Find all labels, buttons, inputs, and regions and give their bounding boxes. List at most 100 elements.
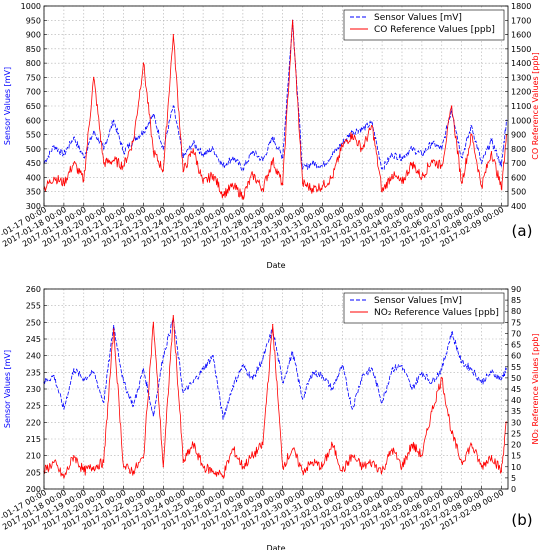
y-right-tick-label: 1300 <box>511 73 531 82</box>
data-point <box>172 105 174 107</box>
y-right-tick-label: 500 <box>511 188 526 197</box>
y-left-tick-label: 700 <box>26 88 41 97</box>
y-right-tick-label: 90 <box>511 285 521 294</box>
x-axis-label: Date <box>266 261 285 270</box>
data-point <box>311 461 314 463</box>
x-axis-label: Date <box>266 544 285 550</box>
data-point <box>242 365 244 367</box>
data-point <box>192 142 194 144</box>
y-right-tick-label: 60 <box>511 352 521 361</box>
data-point <box>222 475 224 477</box>
data-point <box>83 378 85 380</box>
data-point <box>451 432 453 434</box>
data-point <box>113 325 115 327</box>
data-point <box>391 174 393 176</box>
y-left-tick-label: 210 <box>26 452 41 461</box>
data-point <box>341 470 343 472</box>
data-point <box>222 165 224 167</box>
y-right-tick-label: 800 <box>511 145 526 154</box>
y-right-tick-label: 1200 <box>511 88 531 97</box>
y-left-tick-label: 250 <box>26 318 41 327</box>
data-point <box>441 165 443 167</box>
y-left-tick-label: 240 <box>26 352 41 361</box>
data-point <box>351 408 353 410</box>
data-point <box>331 176 333 178</box>
data-point <box>282 466 284 468</box>
data-point <box>490 139 493 141</box>
data-point <box>242 466 244 468</box>
data-point <box>381 401 383 403</box>
legend-entry: NO₂ Reference Values [ppb] <box>374 308 499 318</box>
data-point <box>83 156 85 158</box>
data-point <box>272 136 274 138</box>
data-point <box>123 165 125 167</box>
data-point <box>431 410 433 412</box>
data-point <box>361 128 363 130</box>
y-right-tick-label: 0 <box>511 485 516 494</box>
y-left-tick-label: 800 <box>26 59 41 68</box>
data-point <box>441 377 443 379</box>
legend-box <box>343 292 505 324</box>
legend-entry: Sensor Values [mV] <box>374 13 462 23</box>
data-point <box>162 148 164 150</box>
data-point <box>212 470 214 472</box>
data-point <box>73 368 75 370</box>
data-point <box>252 378 254 380</box>
y-right-tick-label: 700 <box>511 159 526 168</box>
data-point <box>371 368 373 370</box>
data-point <box>262 358 264 360</box>
data-point <box>262 159 264 161</box>
data-point <box>351 455 353 457</box>
data-point <box>252 455 254 457</box>
y-right-tick-label: 50 <box>511 374 521 383</box>
panel-a-co: 300 350 400 450 500 550 600 650 700 750 800 850 900 9… <box>0 2 540 270</box>
data-point <box>182 391 184 393</box>
data-point <box>53 176 55 178</box>
data-point <box>341 142 343 144</box>
data-point <box>262 444 264 446</box>
data-point <box>341 365 343 367</box>
data-point <box>451 331 453 333</box>
data-point <box>182 461 184 463</box>
data-point <box>73 136 75 138</box>
data-point <box>103 401 105 403</box>
y-left-tick-label: 850 <box>26 45 41 54</box>
data-point <box>123 466 125 468</box>
data-point <box>123 151 125 153</box>
data-point <box>401 156 403 158</box>
data-point <box>212 355 214 357</box>
data-point <box>103 148 105 150</box>
data-point <box>421 455 423 457</box>
data-point <box>401 466 403 468</box>
y-right-tick-label: 1100 <box>511 102 531 111</box>
data-point <box>162 355 164 357</box>
panel-b-no2: 2002052102152202252302352402452502552600… <box>0 285 540 550</box>
data-point <box>361 375 363 377</box>
data-point <box>331 388 333 390</box>
y-left-tick-label: 235 <box>26 368 41 377</box>
data-point <box>222 194 224 196</box>
data-point <box>302 470 304 472</box>
y-right-tick-label: 400 <box>511 202 526 211</box>
data-point <box>471 134 473 136</box>
data-point <box>391 368 393 370</box>
data-point <box>152 114 154 116</box>
data-point <box>500 470 502 472</box>
data-point <box>252 174 254 176</box>
legend: Sensor Values [mV] NO₂ Reference Values [… <box>343 292 505 324</box>
data-point <box>132 405 135 407</box>
y-left-tick-label: 255 <box>26 302 41 311</box>
data-point <box>321 185 323 187</box>
data-point <box>63 477 65 479</box>
y-right-axis-label: NO₂ Reference Values [ppb] <box>531 333 540 444</box>
data-point <box>500 378 502 380</box>
data-point <box>142 131 144 133</box>
y-right-tick-label: 1000 <box>511 116 531 125</box>
data-point <box>480 381 483 383</box>
y-right-tick-label: 40 <box>511 396 521 405</box>
y-left-tick-label: 400 <box>26 173 41 182</box>
data-point <box>500 188 502 190</box>
y-left-tick-label: 450 <box>26 159 41 168</box>
data-point <box>53 461 55 463</box>
data-point <box>73 455 75 457</box>
